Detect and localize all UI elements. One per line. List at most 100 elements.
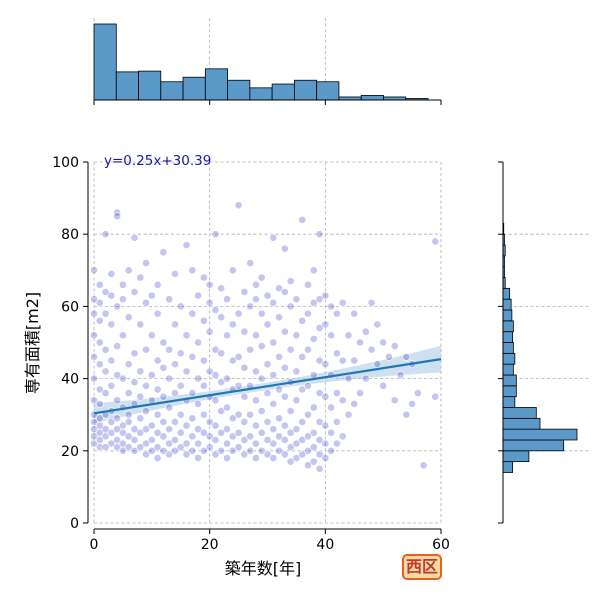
data-point xyxy=(327,331,336,340)
data-point xyxy=(246,432,255,441)
data-point xyxy=(269,338,278,347)
data-point xyxy=(147,421,156,430)
data-point xyxy=(124,432,133,441)
data-point xyxy=(113,371,122,379)
data-point xyxy=(228,414,237,423)
data-point xyxy=(217,407,226,415)
data-point xyxy=(119,295,127,304)
data-point xyxy=(153,309,162,318)
data-point xyxy=(147,291,156,300)
data-point xyxy=(142,439,150,448)
data-point xyxy=(101,425,110,434)
data-point xyxy=(315,356,324,365)
data-point xyxy=(298,450,307,459)
data-point xyxy=(338,432,347,441)
x-hist-bar xyxy=(182,76,206,101)
data-point xyxy=(113,425,122,434)
data-point xyxy=(332,439,341,448)
data-point xyxy=(165,425,174,434)
data-point xyxy=(286,345,295,354)
ticks-layer: 0 20 40 60 0 20 40 60 80 100 xyxy=(52,100,503,553)
data-point xyxy=(199,410,208,419)
data-point xyxy=(269,439,278,448)
data-point xyxy=(107,356,116,365)
data-point xyxy=(90,374,98,383)
x-hist-bar xyxy=(115,71,139,101)
data-point xyxy=(165,439,174,448)
data-point xyxy=(263,291,272,300)
x-tick-label: 60 xyxy=(432,537,450,553)
data-point xyxy=(234,443,243,452)
data-point xyxy=(292,367,301,376)
data-point xyxy=(95,280,104,289)
data-point xyxy=(223,374,231,383)
data-point xyxy=(113,436,122,444)
y-hist-bar xyxy=(502,320,514,333)
data-point xyxy=(223,425,231,434)
data-point xyxy=(176,302,185,311)
data-point xyxy=(321,360,330,369)
data-point xyxy=(321,320,330,329)
data-point xyxy=(373,320,382,329)
data-point xyxy=(147,331,156,340)
data-point xyxy=(165,403,174,412)
data-point xyxy=(240,418,249,426)
data-point xyxy=(136,443,145,452)
x-axis-label: 築年数[年] xyxy=(225,559,302,578)
data-point xyxy=(263,418,272,426)
y-hist-bar xyxy=(502,363,514,376)
data-point xyxy=(188,309,197,318)
data-point xyxy=(304,432,312,441)
data-point xyxy=(136,320,145,329)
data-point xyxy=(101,345,110,354)
data-point xyxy=(321,392,330,401)
data-point xyxy=(159,418,168,426)
data-point xyxy=(199,428,208,437)
data-point xyxy=(199,446,208,455)
data-point xyxy=(396,371,405,379)
data-point xyxy=(309,334,318,343)
y-hist-bar xyxy=(502,407,537,419)
data-point xyxy=(286,428,295,437)
y-hist-bar xyxy=(502,428,578,441)
data-point xyxy=(304,446,312,455)
data-point xyxy=(211,306,220,314)
data-point xyxy=(309,298,318,307)
data-point xyxy=(315,324,324,332)
data-point xyxy=(147,436,156,444)
data-point xyxy=(153,410,162,419)
data-point xyxy=(130,378,139,387)
data-point xyxy=(240,288,249,296)
data-point xyxy=(315,295,324,304)
data-point xyxy=(315,418,324,426)
data-point xyxy=(286,407,295,415)
data-point xyxy=(228,320,237,329)
data-point xyxy=(379,338,388,347)
data-point xyxy=(90,331,98,340)
data-point xyxy=(240,327,249,336)
data-point xyxy=(240,363,249,372)
data-point xyxy=(321,421,330,430)
data-point xyxy=(107,291,116,300)
data-point xyxy=(188,414,197,423)
data-point xyxy=(269,233,278,242)
y-axis-label: 専有面積[m2] xyxy=(23,292,42,394)
data-point xyxy=(205,327,214,336)
confidence-band xyxy=(94,345,441,424)
data-point xyxy=(275,284,283,293)
data-point xyxy=(356,338,364,347)
data-point xyxy=(286,302,295,311)
data-point xyxy=(257,428,266,437)
data-point xyxy=(286,443,295,452)
data-point xyxy=(246,345,255,354)
data-point xyxy=(101,443,110,452)
x-hist-bar xyxy=(249,87,273,101)
data-point xyxy=(113,414,122,423)
data-point xyxy=(101,367,110,376)
data-point xyxy=(263,360,272,369)
data-point xyxy=(142,425,150,434)
data-point xyxy=(234,381,243,390)
data-point xyxy=(188,432,197,441)
data-point xyxy=(257,407,266,415)
data-point xyxy=(194,399,202,408)
